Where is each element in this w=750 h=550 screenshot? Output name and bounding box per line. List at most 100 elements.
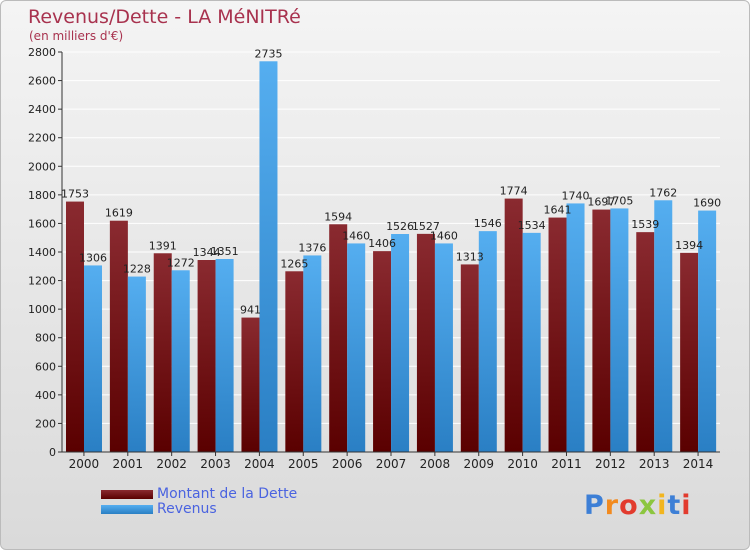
- bar-revenus-2008: [434, 243, 453, 452]
- bar-dette-2014: [680, 252, 699, 452]
- x-tick-label-2007: 2007: [376, 457, 407, 471]
- data-label-revenus-2012: 1705: [605, 194, 633, 207]
- y-axis-ticks: 0 200 400 600 800 1000 1200 1400 1600 1800 2000 220…: [28, 46, 62, 459]
- bar-dette-2011: [548, 217, 567, 452]
- data-label-revenus-2013: 1762: [649, 186, 677, 199]
- data-label-dette-2000: 1753: [61, 188, 89, 201]
- data-label-dette-2014: 1394: [675, 239, 703, 252]
- data-label-dette-2002: 1391: [149, 239, 177, 252]
- data-label-dette-2009: 1313: [456, 250, 484, 263]
- x-axis-ticks: 2000 2001 2002 2003 2004 2005 2006 2007 2008 2009…: [69, 452, 713, 471]
- y-tick-label: 1600: [28, 217, 56, 230]
- data-label-dette-2007: 1406: [368, 237, 396, 250]
- bar-dette-2006: [329, 224, 348, 452]
- bar-revenus-2006: [347, 243, 366, 452]
- bar-revenus-2009: [478, 231, 497, 452]
- x-tick-label-2006: 2006: [332, 457, 363, 471]
- data-label-dette-2008: 1527: [412, 220, 440, 233]
- x-tick-label-2000: 2000: [69, 457, 100, 471]
- data-label-revenus-2007: 1526: [386, 220, 414, 233]
- bar-revenus-2012: [610, 208, 629, 452]
- data-label-dette-2012: 1697: [587, 196, 615, 209]
- bar-revenus-2005: [303, 255, 322, 452]
- chart-title: Revenus/Dette - LA MéNITRé: [28, 6, 301, 28]
- data-label-revenus-2011: 1740: [562, 189, 590, 202]
- y-tick-label: 2600: [28, 75, 56, 88]
- bar-revenus-2007: [391, 234, 410, 452]
- x-tick-label-2008: 2008: [420, 457, 451, 471]
- x-tick-label-2004: 2004: [244, 457, 275, 471]
- y-tick-label: 800: [35, 332, 56, 345]
- data-label-dette-2001: 1619: [105, 207, 133, 220]
- data-label-dette-2005: 1265: [280, 257, 308, 270]
- legend-swatch-dette: [101, 490, 153, 499]
- y-tick-label: 0: [49, 446, 56, 459]
- logo-letter: o: [619, 490, 639, 521]
- data-label-dette-2013: 1539: [631, 218, 659, 231]
- data-label-dette-2006: 1594: [324, 210, 352, 223]
- data-label-dette-2011: 1641: [544, 204, 572, 217]
- logo-letter: i: [657, 490, 668, 521]
- data-label-revenus-2008: 1460: [430, 229, 458, 242]
- logo-letter: x: [638, 490, 658, 521]
- y-tick-label: 400: [35, 389, 56, 402]
- bar-revenus-2011: [566, 203, 585, 452]
- y-tick-label: 1800: [28, 189, 56, 202]
- logo-letter: t: [667, 490, 682, 521]
- x-tick-label-2011: 2011: [551, 457, 582, 471]
- proxiti-logo: Proxiti: [584, 490, 692, 521]
- data-label-revenus-2010: 1534: [518, 219, 546, 232]
- data-label-revenus-2009: 1546: [474, 217, 502, 230]
- data-label-revenus-2005: 1376: [298, 241, 326, 254]
- legend-label-revenus: Revenus: [157, 501, 217, 517]
- x-tick-label-2012: 2012: [595, 457, 626, 471]
- x-tick-label-2005: 2005: [288, 457, 319, 471]
- logo-letter: i: [681, 490, 692, 521]
- data-label-revenus-2003: 1351: [211, 245, 239, 258]
- data-label-revenus-2000: 1306: [79, 251, 107, 264]
- bar-revenus-2003: [215, 259, 234, 452]
- legend-swatch-revenus: [101, 505, 153, 514]
- bar-revenus-2010: [522, 232, 541, 452]
- bar-dette-2013: [636, 232, 655, 452]
- y-tick-label: 2800: [28, 46, 56, 59]
- x-tick-label-2009: 2009: [463, 457, 494, 471]
- data-label-dette-2003: 1344: [193, 246, 221, 259]
- y-tick-label: 1400: [28, 246, 56, 259]
- bars: [66, 61, 717, 453]
- data-label-dette-2004: 941: [240, 304, 261, 317]
- y-tick-label: 2200: [28, 132, 56, 145]
- y-tick-label: 1200: [28, 275, 56, 288]
- bar-dette-2009: [460, 264, 479, 452]
- bar-dette-2003: [197, 260, 216, 452]
- logo-letter: r: [604, 490, 620, 521]
- bar-revenus-2000: [84, 265, 102, 452]
- y-tick-label: 1000: [28, 303, 56, 316]
- y-tick-label: 600: [35, 360, 56, 373]
- bar-dette-2010: [504, 198, 523, 452]
- bar-revenus-2002: [171, 270, 190, 452]
- data-label-revenus-2004: 2735: [254, 47, 282, 60]
- bar-dette-2001: [109, 220, 128, 452]
- bar-revenus-2001: [127, 276, 146, 452]
- y-tick-label: 2000: [28, 160, 56, 173]
- legend-label-dette: Montant de la Dette: [157, 486, 298, 502]
- x-tick-label-2001: 2001: [113, 457, 144, 471]
- bar-revenus-2013: [654, 200, 673, 452]
- y-tick-label: 200: [35, 417, 56, 430]
- data-label-revenus-2014: 1690: [693, 197, 721, 210]
- data-label-revenus-2001: 1228: [123, 263, 151, 276]
- x-tick-label-2013: 2013: [639, 457, 670, 471]
- data-label-dette-2010: 1774: [500, 185, 528, 198]
- data-label-revenus-2002: 1272: [167, 256, 195, 269]
- x-tick-label-2010: 2010: [507, 457, 538, 471]
- bar-dette-2000: [66, 201, 84, 452]
- logo-letter: P: [584, 490, 605, 521]
- bar-dette-2004: [241, 317, 260, 452]
- bar-dette-2012: [592, 209, 611, 452]
- x-tick-label-2003: 2003: [200, 457, 231, 471]
- bar-dette-2008: [416, 233, 435, 452]
